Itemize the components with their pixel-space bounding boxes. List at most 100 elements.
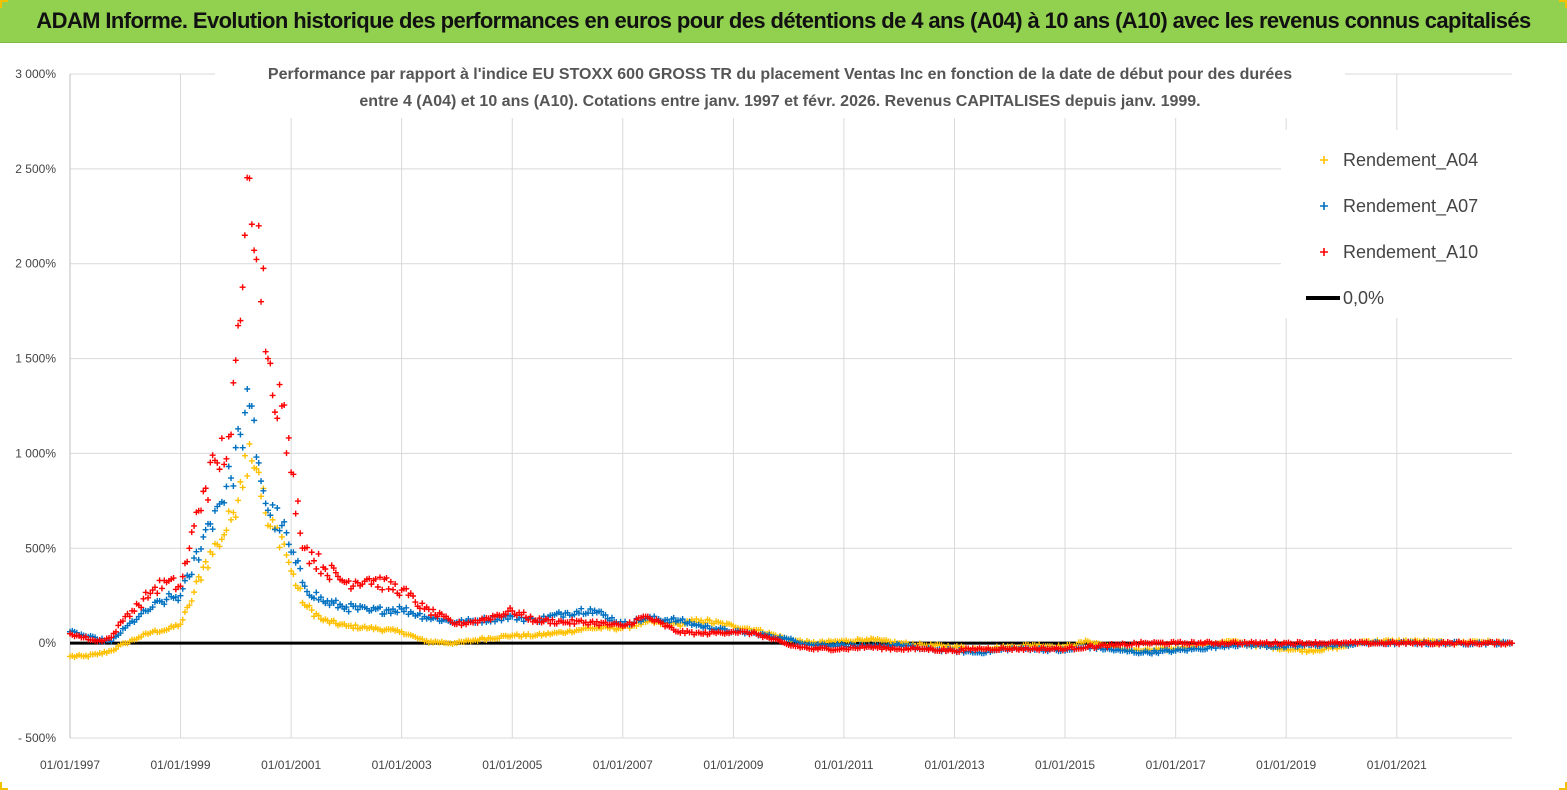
data-point: [186, 545, 193, 552]
data-point: [235, 425, 242, 432]
data-point: [241, 452, 248, 459]
data-point: [223, 455, 230, 462]
data-point: [398, 628, 405, 635]
data-point: [198, 577, 205, 584]
data-point: [350, 583, 357, 590]
data-point: [560, 614, 567, 621]
data-point: [214, 503, 221, 510]
data-point: [232, 514, 239, 521]
data-point: [165, 590, 172, 597]
chart-points: [67, 174, 1515, 661]
data-point: [686, 619, 693, 626]
data-point: [122, 624, 129, 631]
corner-marker-bottom-right: [1559, 782, 1567, 790]
data-point: [140, 595, 147, 602]
data-point: [536, 615, 543, 622]
data-point: [207, 459, 214, 466]
data-point: [108, 647, 115, 654]
data-point: [94, 638, 101, 645]
data-point: [1227, 640, 1234, 647]
data-point: [403, 604, 410, 611]
data-point: [251, 247, 258, 254]
data-point: [237, 478, 244, 485]
data-point: [235, 322, 242, 329]
data-point: [377, 574, 384, 581]
data-point: [412, 599, 419, 606]
data-point: [693, 616, 700, 623]
data-point: [549, 616, 556, 623]
legend-item: Rendement_A07: [1320, 196, 1478, 217]
data-point: [246, 175, 253, 182]
data-point: [354, 579, 361, 586]
data-point: [299, 579, 306, 586]
data-point: [324, 572, 331, 579]
data-point: [366, 575, 373, 582]
data-point: [223, 527, 230, 534]
legend-label: Rendement_A04: [1343, 150, 1478, 171]
chart-title-background: [215, 60, 1345, 118]
corner-marker-bottom-left: [0, 782, 8, 790]
data-point: [304, 588, 311, 595]
data-point: [297, 565, 304, 572]
data-point: [258, 493, 265, 500]
data-point: [343, 579, 350, 586]
data-point: [487, 616, 494, 623]
data-point: [285, 541, 292, 548]
data-point: [320, 617, 327, 624]
data-point: [209, 526, 216, 533]
data-point: [198, 507, 205, 514]
data-point: [381, 610, 388, 617]
data-point: [569, 616, 576, 623]
data-point: [387, 578, 394, 585]
data-point: [1509, 640, 1515, 647]
data-point: [332, 597, 339, 604]
data-point: [430, 606, 437, 613]
data-point: [172, 594, 179, 601]
legend-item: Rendement_A10: [1320, 242, 1478, 263]
data-point: [564, 628, 571, 635]
x-tick-label: 01/01/2021: [1367, 758, 1427, 772]
legend-label: 0,0%: [1343, 288, 1384, 308]
data-point: [320, 564, 327, 571]
data-point: [520, 609, 527, 616]
x-tick-label: 01/01/2009: [703, 758, 763, 772]
data-point: [1306, 647, 1313, 654]
data-point: [244, 385, 251, 392]
data-point: [274, 415, 281, 422]
data-point: [112, 646, 119, 653]
data-point: [283, 450, 290, 457]
data-point: [218, 536, 225, 543]
data-point: [434, 613, 441, 620]
data-point: [675, 628, 682, 635]
data-point: [308, 549, 315, 556]
data-point: [315, 550, 322, 557]
x-tick-label: 01/01/2003: [372, 758, 432, 772]
data-point: [421, 605, 428, 612]
data-point: [919, 645, 926, 652]
data-point: [255, 222, 262, 229]
data-point: [863, 636, 870, 643]
data-point: [112, 628, 119, 635]
data-point: [670, 614, 677, 621]
data-point: [297, 585, 304, 592]
data-point: [177, 592, 184, 599]
data-point: [571, 611, 578, 618]
data-point: [248, 221, 255, 228]
data-point: [264, 507, 271, 514]
data-point: [352, 622, 359, 629]
data-point: [1195, 645, 1202, 652]
data-point: [145, 594, 152, 601]
data-point: [706, 617, 713, 624]
data-point: [1449, 640, 1456, 647]
data-point: [267, 512, 274, 519]
data-point: [1306, 640, 1313, 647]
data-point: [239, 484, 246, 491]
data-point: [377, 604, 384, 611]
data-point: [122, 640, 129, 647]
data-point: [504, 616, 511, 623]
data-point: [288, 568, 295, 575]
data-point: [1416, 640, 1423, 647]
data-point: [421, 613, 428, 620]
data-point: [158, 585, 165, 592]
data-point: [244, 472, 251, 479]
